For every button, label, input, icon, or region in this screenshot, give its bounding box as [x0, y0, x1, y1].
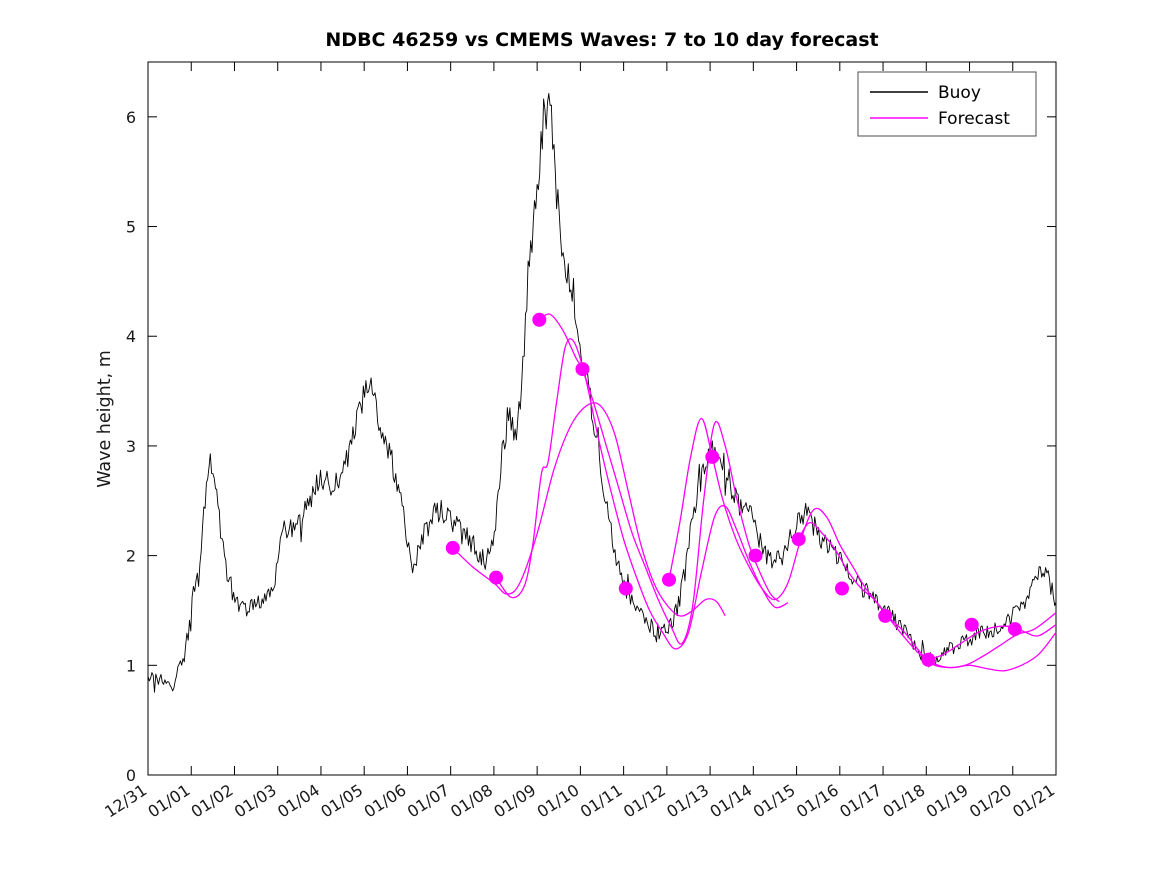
x-tick-label: 01/03	[231, 780, 280, 821]
forecast-start-marker	[575, 362, 590, 377]
x-tick-label: 01/07	[404, 780, 453, 821]
forecast-start-marker	[835, 581, 849, 596]
series-forecast-01-08	[495, 338, 789, 650]
y-tick-label: 5	[126, 218, 136, 237]
x-tick-label: 01/21	[1009, 780, 1058, 821]
x-tick-label: 01/09	[490, 780, 539, 821]
forecast-start-marker	[878, 608, 893, 623]
x-tick-label: 01/10	[534, 780, 583, 821]
x-tick-label: 12/31	[101, 780, 150, 821]
y-tick-label: 4	[126, 327, 136, 346]
forecast-start-marker	[489, 570, 504, 585]
x-tick-label: 01/18	[879, 780, 928, 821]
x-tick-label: 01/01	[144, 780, 193, 821]
x-tick-label: 01/20	[966, 780, 1015, 821]
y-tick-label: 6	[126, 108, 136, 127]
forecast-start-marker	[445, 540, 460, 555]
forecast-start-marker	[662, 572, 676, 587]
legend-label-forecast: Forecast	[938, 109, 1010, 129]
forecast-start-marker	[705, 449, 720, 464]
x-tick-label: 01/12	[620, 780, 669, 821]
forecast-start-marker	[964, 617, 979, 632]
x-tick-label: 01/14	[706, 780, 755, 821]
x-tick-label: 01/04	[274, 780, 323, 821]
y-tick-label: 0	[126, 766, 136, 785]
forecast-start-marker	[532, 312, 547, 327]
forecast-start-marker	[748, 548, 763, 563]
y-axis-label: Wave height, m	[95, 350, 115, 488]
plot-box	[147, 61, 1057, 776]
forecast-start-marker	[1007, 622, 1022, 637]
x-tick-label: 01/15	[750, 780, 799, 821]
x-tick-label: 01/06	[361, 780, 410, 821]
forecast-start-marker	[791, 532, 806, 547]
chart-title: NDBC 46259 vs CMEMS Waves: 7 to 10 day f…	[325, 29, 878, 51]
x-tick-label: 01/13	[663, 780, 712, 821]
forecast-start-marker	[618, 581, 633, 596]
series-forecast-01-12	[668, 417, 1057, 669]
y-tick-label: 1	[126, 656, 136, 675]
x-tick-label: 01/08	[447, 780, 496, 821]
legend-box	[857, 71, 1037, 137]
x-tick-label: 01/02	[188, 780, 237, 821]
legend-label-buoy: Buoy	[938, 83, 981, 103]
x-tick-label: 01/11	[577, 780, 626, 821]
y-tick-label: 3	[126, 437, 136, 456]
series-forecast-01-15	[798, 522, 1057, 672]
x-tick-label: 01/05	[317, 780, 366, 821]
x-tick-label: 01/17	[836, 780, 885, 821]
x-tick-label: 01/19	[923, 780, 972, 821]
forecast-start-marker	[921, 652, 936, 667]
y-tick-label: 2	[126, 547, 136, 566]
x-tick-label: 01/16	[793, 780, 842, 821]
series-buoy	[147, 93, 1057, 693]
plot-area: 12/3101/0101/0201/0301/0401/0501/0601/07…	[101, 61, 1058, 821]
legend: Buoy Forecast	[857, 71, 1037, 137]
series-forecast-01-18	[928, 624, 1057, 661]
